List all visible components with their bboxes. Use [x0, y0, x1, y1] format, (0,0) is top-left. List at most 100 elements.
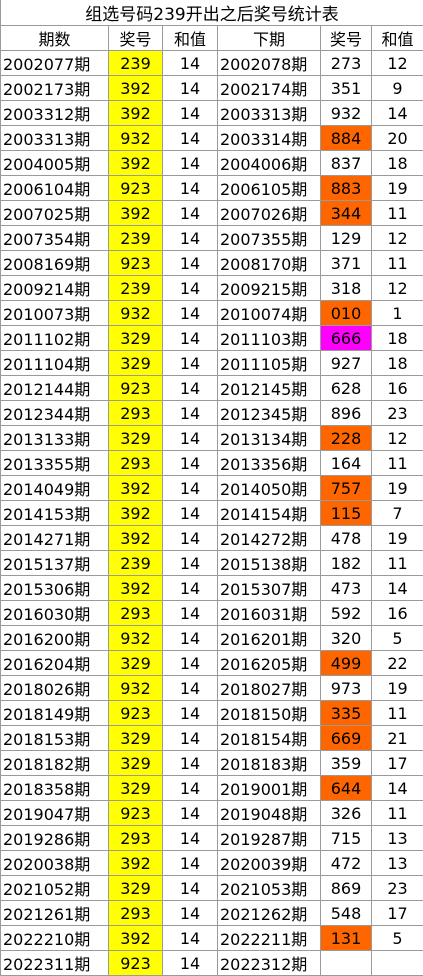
data-row: 2016204期 329 14 2016205期 499 22: [0, 650, 423, 676]
cell: 14: [162, 125, 218, 151]
cell: 392: [108, 475, 163, 501]
header-cell: 奖号: [108, 25, 163, 51]
cell: 16: [370, 600, 423, 626]
cell: 14: [370, 575, 423, 601]
data-row: 2006104期 923 14 2006105期 883 19: [0, 175, 423, 201]
cell: 2014050期: [217, 475, 321, 501]
cell: 478: [320, 525, 372, 551]
cell: 14: [162, 425, 218, 451]
cell: 293: [108, 400, 163, 426]
cell: 666: [320, 325, 372, 351]
data-row: 2009214期 239 14 2009215期 318 12: [0, 275, 423, 301]
cell: 14: [162, 875, 218, 901]
data-row: 2013355期 293 14 2013356期 164 11: [0, 450, 423, 476]
data-row: 2022311期 923 14 2022312期: [0, 950, 423, 976]
header-cell: 下期: [217, 25, 321, 51]
cell: 2009215期: [217, 275, 321, 301]
cell: 2016031期: [217, 600, 321, 626]
cell: 2002174期: [217, 75, 321, 101]
cell: 12: [370, 425, 423, 451]
cell: 2016201期: [217, 625, 321, 651]
data-row: 2019286期 293 14 2019287期 715 13: [0, 825, 423, 851]
cell: 2011103期: [217, 325, 321, 351]
cell: 293: [108, 900, 163, 926]
cell: 923: [108, 250, 163, 276]
data-row: 2015306期 392 14 2015307期 473 14: [0, 575, 423, 601]
cell: 2011105期: [217, 350, 321, 376]
cell: 7: [370, 500, 423, 526]
cell: 329: [108, 425, 163, 451]
cell: 392: [108, 200, 163, 226]
cell: 14: [162, 800, 218, 826]
cell: 884: [320, 125, 372, 151]
cell: 329: [108, 775, 163, 801]
cell: 14: [162, 925, 218, 951]
cell: 2002077期: [0, 50, 109, 76]
cell: 11: [370, 800, 423, 826]
cell: 2014271期: [0, 525, 109, 551]
cell: 2021261期: [0, 900, 109, 926]
cell: 2018150期: [217, 700, 321, 726]
cell: 17: [370, 750, 423, 776]
title-row: 组选号码239开出之后奖号统计表: [0, 0, 423, 26]
cell: 2006104期: [0, 175, 109, 201]
empty-cell: [320, 950, 372, 976]
data-row: 2013133期 329 14 2013134期 228 12: [0, 425, 423, 451]
cell: 14: [370, 775, 423, 801]
cell: 2015138期: [217, 550, 321, 576]
cell: 11: [370, 250, 423, 276]
cell: 14: [162, 75, 218, 101]
cell: 18: [370, 150, 423, 176]
cell: 14: [162, 550, 218, 576]
cell: 644: [320, 775, 372, 801]
cell: 14: [162, 200, 218, 226]
cell: 2018026期: [0, 675, 109, 701]
cell: 14: [162, 750, 218, 776]
cell: 329: [108, 725, 163, 751]
data-row: 2014153期 392 14 2014154期 115 7: [0, 500, 423, 526]
cell: 2009214期: [0, 275, 109, 301]
cell: 2019287期: [217, 825, 321, 851]
cell: 2021052期: [0, 875, 109, 901]
cell: 2021262期: [217, 900, 321, 926]
cell: 1: [370, 300, 423, 326]
cell: 228: [320, 425, 372, 451]
cell: 14: [162, 650, 218, 676]
cell: 329: [108, 750, 163, 776]
header-cell: 期数: [0, 25, 109, 51]
cell: 392: [108, 925, 163, 951]
cell: 2022211期: [217, 925, 321, 951]
cell: 14: [162, 250, 218, 276]
cell: 21: [370, 725, 423, 751]
cell: 14: [162, 500, 218, 526]
cell: 14: [162, 225, 218, 251]
cell: 293: [108, 450, 163, 476]
table-title: 组选号码239开出之后奖号统计表: [0, 0, 423, 26]
data-row: 2018153期 329 14 2018154期 669 21: [0, 725, 423, 751]
data-row: 2019047期 923 14 2019048期 326 11: [0, 800, 423, 826]
cell: 13: [370, 825, 423, 851]
cell: 473: [320, 575, 372, 601]
cell: 5: [370, 925, 423, 951]
cell: 14: [162, 100, 218, 126]
cell: 2020038期: [0, 850, 109, 876]
cell: 592: [320, 600, 372, 626]
cell: 19: [370, 475, 423, 501]
cell: 14: [162, 775, 218, 801]
cell: 131: [320, 925, 372, 951]
cell: 329: [108, 650, 163, 676]
data-row: 2011104期 329 14 2011105期 927 18: [0, 350, 423, 376]
cell: 182: [320, 550, 372, 576]
cell: 2018153期: [0, 725, 109, 751]
cell: 2003313期: [217, 100, 321, 126]
cell: 869: [320, 875, 372, 901]
header-cell: 和值: [162, 25, 218, 51]
data-row: 2002077期 239 14 2002078期 273 12: [0, 50, 423, 76]
data-row: 2014049期 392 14 2014050期 757 19: [0, 475, 423, 501]
cell: 18: [370, 325, 423, 351]
cell: 2015307期: [217, 575, 321, 601]
cell: 923: [108, 800, 163, 826]
cell: 239: [108, 275, 163, 301]
cell: 239: [108, 50, 163, 76]
cell: 14: [162, 150, 218, 176]
